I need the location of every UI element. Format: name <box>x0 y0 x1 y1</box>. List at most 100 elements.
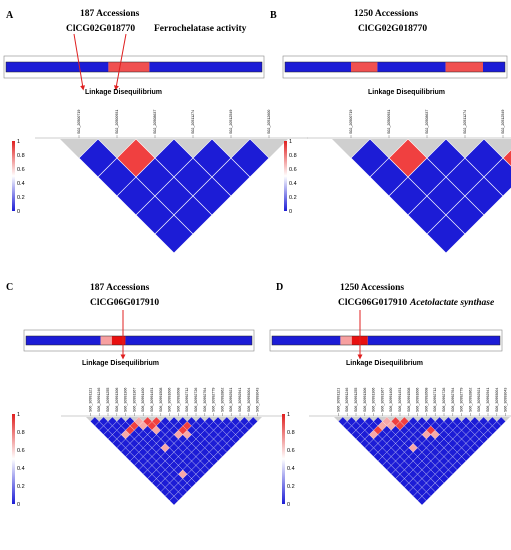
snp-labels: S02_20500719 S02_20500931 S02_20508637 S02_… <box>307 110 511 139</box>
bar-segment <box>272 336 341 345</box>
snp-label: S02_20508637 <box>153 110 157 134</box>
snp-label: S06_30991508 <box>159 388 163 412</box>
snp-label: S06_30993043 <box>256 388 260 412</box>
snp-label: S02_20500719 <box>77 110 81 134</box>
scale-tick-label: 0.6 <box>17 167 25 173</box>
snp-label: S06_30991255 <box>354 388 358 412</box>
bar-segment <box>367 336 500 345</box>
bar-segment <box>483 62 505 72</box>
ld-heatmap <box>86 416 262 506</box>
scale-tick-label: 0.6 <box>287 448 295 454</box>
gene-bar-frame <box>282 55 508 79</box>
bar-segment <box>6 62 109 72</box>
snp-label: S06_30991400 <box>389 388 393 412</box>
snp-label: S06_30991121 <box>336 388 340 412</box>
bar-segment <box>340 336 352 345</box>
gene-bar-outline <box>271 335 501 346</box>
gene-bar-frame <box>269 329 503 352</box>
snp-label: S06_30991451 <box>398 388 402 412</box>
scale-gradient <box>284 141 287 211</box>
snp-label: S06_30992921 <box>229 388 233 412</box>
gene-bar-outline <box>5 61 263 73</box>
snp-label: S06_30992726 <box>194 388 198 412</box>
snp-label: S06_30991306 <box>363 388 367 412</box>
snp-label: S06_30991306 <box>115 388 119 412</box>
snp-label: S06_30991606 <box>416 388 420 412</box>
scale-gradient <box>282 414 285 504</box>
snp-label: S06_30991606 <box>168 388 172 412</box>
snp-label: S02_20500719 <box>349 110 353 134</box>
gene-bar-frame <box>23 329 255 352</box>
scale-tick-label: 0.2 <box>17 195 25 201</box>
snp-label: S06_30992712 <box>433 388 437 412</box>
scale-tick-label: 0.4 <box>289 181 297 187</box>
bar-segment <box>285 62 351 72</box>
snp-label: S02_20512549 <box>229 110 233 134</box>
ld-title: Linkage Disequilibrium <box>85 89 162 96</box>
panel-label: D <box>276 282 283 293</box>
gene-id: ClCG06G017910 <box>90 298 159 308</box>
panel-a: A 187 Accessions ClCG02G018770 Ferrochel… <box>3 9 308 254</box>
snp-label: S06_30991508 <box>407 388 411 412</box>
snp-label: S02_20508637 <box>425 110 429 134</box>
snp-label: S06_30992862 <box>468 388 472 412</box>
bar-segment <box>100 336 112 345</box>
ld-cell <box>502 149 511 167</box>
scale-tick-label: 0.8 <box>287 430 295 436</box>
scale-tick-label: 0.4 <box>17 181 25 187</box>
snp-label: S06_30992712 <box>185 388 189 412</box>
bar-segment <box>351 62 378 72</box>
gene-bar-frame <box>3 55 265 79</box>
scale-tick-label: 0 <box>17 502 20 508</box>
gene-bar <box>269 329 503 352</box>
snp-label: S02_20512600 <box>267 110 271 134</box>
bar-segment <box>377 62 446 72</box>
ld-title: Linkage Disequilibrium <box>82 360 159 367</box>
snp-label: S06_30992941 <box>486 388 490 412</box>
panel-b: B 1250 Accessions ClCG02G018770 Linkage … <box>270 9 511 254</box>
ld-heatmap <box>60 138 288 254</box>
gene-bar-outline <box>284 61 506 73</box>
scale-tick-label: 0.6 <box>289 167 297 173</box>
bar-segment <box>111 336 126 345</box>
snp-labels: S06_30991121 S06_30991246 S06_30991255 S06_… <box>309 388 511 417</box>
ld-cell <box>496 416 506 427</box>
scale-gradient <box>12 414 15 504</box>
snp-label: S06_30992779 <box>212 388 216 412</box>
snp-label: S06_30992941 <box>238 388 242 412</box>
ld-cell <box>483 157 511 197</box>
gene-bar <box>3 55 265 79</box>
gene-annotation: Acetolactate synthase <box>409 298 495 308</box>
bar-segment <box>149 62 262 72</box>
accessions-title: 1250 Accessions <box>340 283 404 293</box>
snp-label: S06_30991367 <box>132 388 136 412</box>
snp-label: S06_30992608 <box>424 388 428 412</box>
panel-label: A <box>6 10 14 21</box>
arrow-icon <box>73 33 86 91</box>
bar-segment <box>125 336 252 345</box>
scale-tick-label: 0 <box>287 502 290 508</box>
gene-id: ClCG02G018770 <box>66 24 135 34</box>
snp-label: S06_30991367 <box>380 388 384 412</box>
accessions-title: 187 Accessions <box>80 9 140 19</box>
snp-label: S06_30992608 <box>176 388 180 412</box>
scale-tick-label: 0.2 <box>287 484 295 490</box>
scale-tick-label: 1 <box>17 412 20 418</box>
snp-labels: S06_30991121 S06_30991246 S06_30991255 S06_… <box>61 388 282 417</box>
snp-label: S02_20511274 <box>191 110 195 134</box>
arrow-icon <box>113 33 127 91</box>
gene-bar-outline <box>25 335 253 346</box>
ld-heatmap <box>334 416 510 506</box>
scale-tick-label: 0.4 <box>287 466 295 472</box>
scale-tick-label: 1 <box>287 412 290 418</box>
scale-tick-label: 0.8 <box>17 430 25 436</box>
accessions-title: 1250 Accessions <box>354 9 418 19</box>
accessions-title: 187 Accessions <box>90 283 150 293</box>
snp-label: S06_30991306 <box>372 388 376 412</box>
scale-tick-label: 0.8 <box>17 153 25 159</box>
snp-label: S06_30991246 <box>345 388 349 412</box>
scale-tick-label: 1 <box>17 139 20 145</box>
snp-label: S06_30991306 <box>124 388 128 412</box>
panel-d: D 1250 Accessions ClCG06G017910 Acetolac… <box>269 282 511 508</box>
